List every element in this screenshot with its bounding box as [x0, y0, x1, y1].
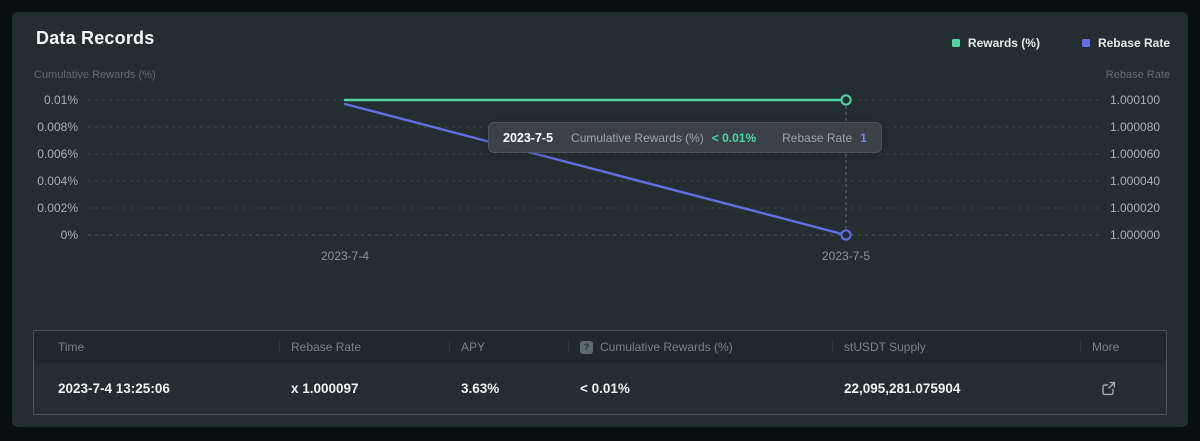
legend-label: Rebase Rate	[1097, 36, 1170, 50]
cell-more	[1068, 363, 1166, 414]
tooltip-label: Cumulative Rewards (%)	[571, 130, 704, 145]
header-cumulative-rewards: ? Cumulative Rewards (%)	[556, 331, 820, 363]
header-more: More	[1068, 331, 1166, 363]
rewards-swatch-icon	[951, 39, 960, 47]
header-stusdt-supply: stUSDT Supply	[820, 331, 1068, 363]
chart-tooltip: 2023-7-5 Cumulative Rewards (%) < 0.01% …	[488, 122, 882, 153]
legend-item-rebase-rate[interactable]: Rebase Rate	[1081, 36, 1170, 50]
header-time: Time	[58, 340, 85, 354]
records-table: Time Rebase Rate APY ? Cumulative Reward…	[33, 330, 1167, 415]
table-header-row: Time Rebase Rate APY ? Cumulative Reward…	[34, 331, 1166, 363]
header-cumulative-rewards-label: Cumulative Rewards (%)	[600, 340, 733, 354]
chart-legend: Rewards (%) Rebase Rate	[951, 36, 1170, 50]
cell-time: 2023-7-4 13:25:06	[58, 381, 170, 396]
table-row: 2023-7-4 13:25:06 x 1.000097 3.63% < 0.0…	[34, 363, 1166, 414]
data-records-panel: Data Records Rewards (%) Rebase Rate Cum…	[12, 12, 1188, 427]
tooltip-date: 2023-7-5	[503, 130, 554, 145]
tooltip-value-rewards: < 0.01%	[711, 130, 757, 145]
cell-cumulative-rewards: < 0.01%	[580, 381, 630, 396]
cell-stusdt-supply: 22,095,281.075904	[844, 381, 961, 396]
legend-label: Rewards (%)	[967, 36, 1040, 50]
cell-rebase-rate: x 1.000097	[291, 381, 359, 396]
legend-item-rewards[interactable]: Rewards (%)	[951, 36, 1040, 50]
tooltip-value-rebase: 1	[860, 130, 867, 145]
header-rebase-rate: Rebase Rate	[267, 331, 437, 363]
export-icon[interactable]	[1100, 380, 1117, 397]
page-title: Data Records	[36, 28, 155, 48]
header-apy: APY	[437, 331, 556, 363]
tooltip-label: Rebase Rate	[782, 130, 853, 145]
right-axis-title: Rebase Rate	[1105, 69, 1170, 81]
rebase-swatch-icon	[1081, 39, 1090, 47]
help-icon[interactable]: ?	[580, 340, 593, 354]
left-axis-title: Cumulative Rewards (%)	[34, 69, 156, 81]
cell-apy: 3.63%	[461, 381, 500, 396]
